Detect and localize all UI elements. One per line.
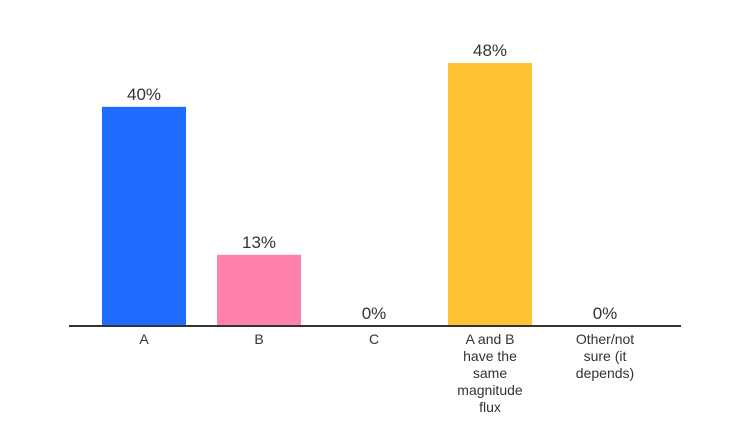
category-label-0: A [139,331,149,347]
category-label-line: depends) [576,365,634,381]
bars-group [102,63,532,326]
category-label-line: flux [479,399,501,415]
value-label-0: 40% [127,85,161,104]
value-labels-group: 40% 13% 0% 48% 0% [127,41,617,323]
category-label-line: have the [463,348,517,364]
category-label-line: same [473,365,507,381]
bar-0 [102,106,186,326]
category-label-line: A and B [465,331,514,347]
bar-1 [217,254,301,326]
value-label-1: 13% [242,233,276,252]
category-label-4: Other/not sure (it depends) [576,331,634,381]
value-label-4: 0% [593,304,618,323]
value-label-2: 0% [362,304,387,323]
category-label-1: B [254,331,263,347]
category-label-2: C [369,331,379,347]
category-label-line: magnitude [457,382,523,398]
bar-3 [448,63,532,326]
category-label-line: B [254,331,263,347]
category-label-line: sure (it [584,348,627,364]
value-label-3: 48% [473,41,507,60]
category-label-line: C [369,331,379,347]
category-label-line: Other/not [576,331,634,347]
category-label-line: A [139,331,149,347]
